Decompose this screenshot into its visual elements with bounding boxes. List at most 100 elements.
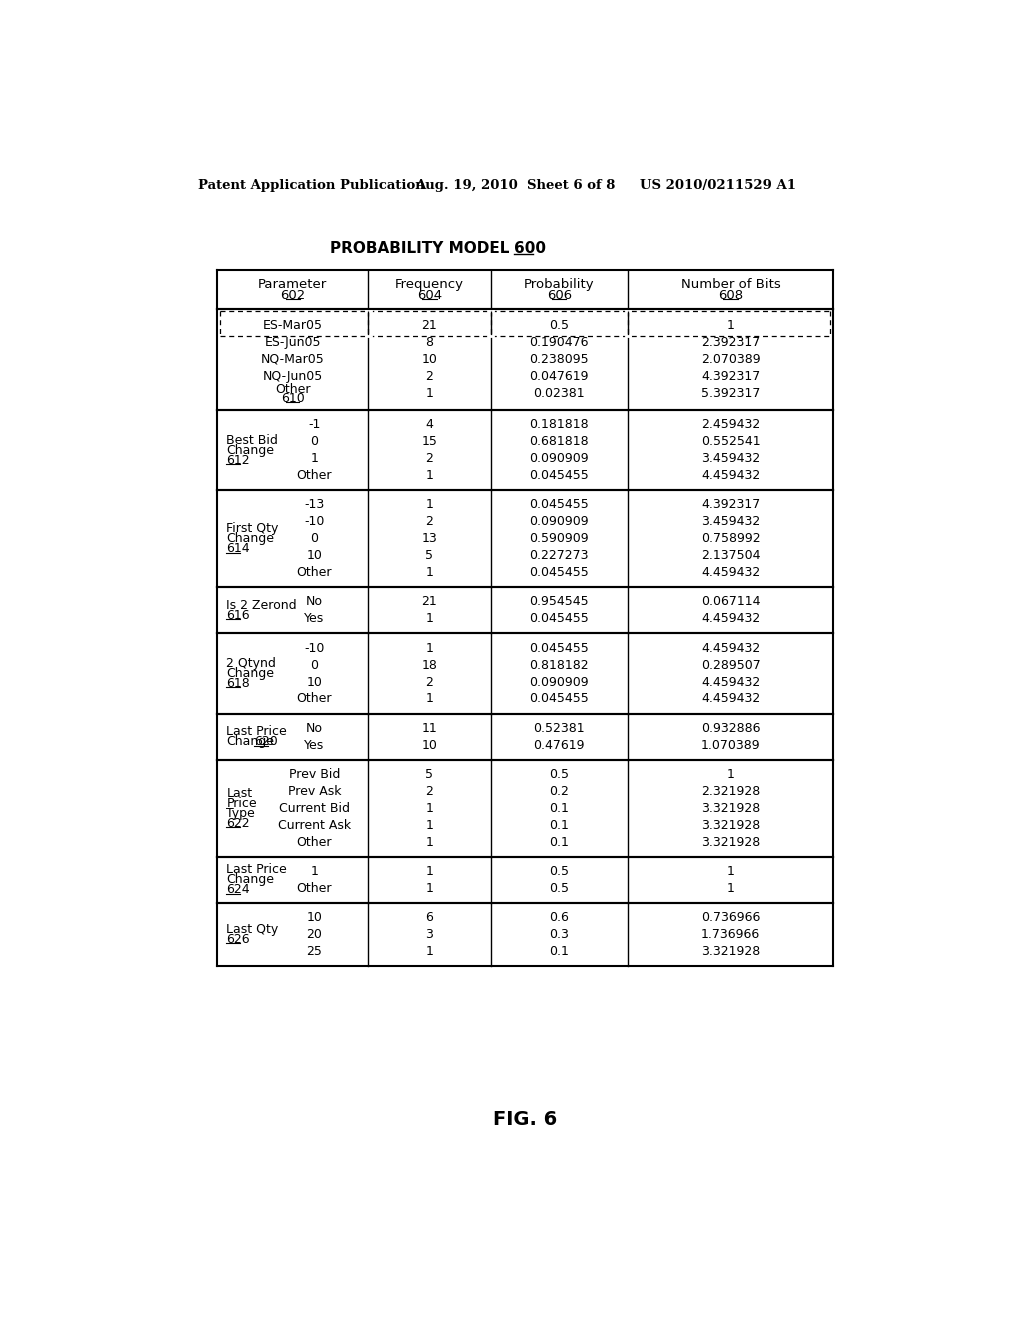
Text: Change: Change	[226, 444, 274, 457]
Text: 21: 21	[422, 595, 437, 609]
Text: Patent Application Publication: Patent Application Publication	[198, 178, 425, 191]
Text: 4.459432: 4.459432	[701, 612, 760, 626]
Text: 0.047619: 0.047619	[529, 370, 589, 383]
Text: 2 Qtynd: 2 Qtynd	[226, 657, 276, 671]
Text: Last: Last	[226, 787, 253, 800]
Text: 5: 5	[426, 768, 433, 781]
Text: 0.090909: 0.090909	[529, 515, 589, 528]
Text: 4.459432: 4.459432	[701, 469, 760, 482]
Text: 0.5: 0.5	[549, 882, 569, 895]
Text: 0.5: 0.5	[549, 865, 569, 878]
Text: 2: 2	[426, 515, 433, 528]
Text: NQ-Mar05: NQ-Mar05	[261, 352, 325, 366]
Text: 600: 600	[514, 242, 547, 256]
Text: 4.459432: 4.459432	[701, 566, 760, 579]
Text: 0.045455: 0.045455	[529, 693, 589, 705]
Text: 0.681818: 0.681818	[529, 436, 589, 449]
Text: First Qty: First Qty	[226, 523, 279, 536]
Text: 2.321928: 2.321928	[701, 785, 760, 797]
Text: Change: Change	[226, 874, 274, 887]
Text: ES-Jun05: ES-Jun05	[264, 335, 321, 348]
Text: Prev Ask: Prev Ask	[288, 785, 341, 797]
Text: 4.392317: 4.392317	[701, 370, 760, 383]
Text: 616: 616	[226, 609, 250, 622]
Text: 2.070389: 2.070389	[700, 352, 761, 366]
Text: 1: 1	[727, 865, 734, 878]
Text: 0.6: 0.6	[549, 911, 569, 924]
Text: 1: 1	[426, 642, 433, 655]
Text: 620: 620	[254, 735, 279, 748]
Text: 0.1: 0.1	[549, 836, 569, 849]
Text: 0.045455: 0.045455	[529, 499, 589, 511]
Text: 0.1: 0.1	[549, 945, 569, 958]
Text: 1: 1	[426, 469, 433, 482]
Text: Last Price: Last Price	[226, 863, 287, 876]
Text: 0.736966: 0.736966	[700, 911, 760, 924]
Text: 0.090909: 0.090909	[529, 676, 589, 689]
Text: 10: 10	[306, 911, 323, 924]
Text: 0.47619: 0.47619	[534, 739, 585, 751]
Text: 4.459432: 4.459432	[701, 642, 760, 655]
Text: 3.321928: 3.321928	[701, 945, 760, 958]
Text: 1: 1	[426, 612, 433, 626]
Text: Other: Other	[297, 836, 332, 849]
Text: 608: 608	[718, 289, 743, 302]
Text: 0.5: 0.5	[549, 319, 569, 333]
Text: 8: 8	[426, 335, 433, 348]
Text: 2.137504: 2.137504	[700, 549, 760, 562]
Text: US 2010/0211529 A1: US 2010/0211529 A1	[640, 178, 796, 191]
Text: 626: 626	[226, 933, 250, 946]
Text: Yes: Yes	[304, 612, 325, 626]
Text: 622: 622	[226, 817, 250, 830]
Text: Type: Type	[226, 807, 255, 820]
Text: 1: 1	[310, 453, 318, 465]
Text: 2: 2	[426, 453, 433, 465]
Text: 0: 0	[310, 532, 318, 545]
Text: 610: 610	[281, 392, 304, 405]
Text: No: No	[306, 595, 323, 609]
Text: 0.590909: 0.590909	[529, 532, 589, 545]
Text: -1: -1	[308, 418, 321, 432]
Text: 2.392317: 2.392317	[701, 335, 760, 348]
Text: 0.045455: 0.045455	[529, 642, 589, 655]
Text: 0.552541: 0.552541	[700, 436, 761, 449]
Text: Other: Other	[274, 383, 310, 396]
Text: 10: 10	[306, 676, 323, 689]
Text: Prev Bid: Prev Bid	[289, 768, 340, 781]
Text: 0.045455: 0.045455	[529, 612, 589, 626]
Text: Change: Change	[226, 667, 274, 680]
Text: Other: Other	[297, 469, 332, 482]
Text: 0.1: 0.1	[549, 801, 569, 814]
Text: 10: 10	[422, 352, 437, 366]
Text: 0.02381: 0.02381	[534, 387, 585, 400]
Text: 602: 602	[280, 289, 305, 302]
Text: 1.736966: 1.736966	[701, 928, 760, 941]
Text: 15: 15	[422, 436, 437, 449]
Text: 3.459432: 3.459432	[701, 453, 760, 465]
Text: Aug. 19, 2010  Sheet 6 of 8: Aug. 19, 2010 Sheet 6 of 8	[415, 178, 615, 191]
Text: Frequency: Frequency	[395, 279, 464, 292]
Text: 3.321928: 3.321928	[701, 836, 760, 849]
Text: 1.070389: 1.070389	[700, 739, 761, 751]
Text: Other: Other	[297, 882, 332, 895]
Text: 4: 4	[426, 418, 433, 432]
Text: 3.321928: 3.321928	[701, 801, 760, 814]
Text: 0.5: 0.5	[549, 768, 569, 781]
Text: 0.52381: 0.52381	[534, 722, 585, 735]
Text: 0.227273: 0.227273	[529, 549, 589, 562]
Text: Last Price: Last Price	[226, 725, 287, 738]
Text: 1: 1	[727, 882, 734, 895]
Text: 10: 10	[422, 739, 437, 751]
Text: 604: 604	[417, 289, 442, 302]
Text: 0.289507: 0.289507	[700, 659, 761, 672]
Text: Is 2 Zerond: Is 2 Zerond	[226, 599, 297, 612]
Text: -10: -10	[304, 642, 325, 655]
Text: 13: 13	[422, 532, 437, 545]
Text: 3.321928: 3.321928	[701, 818, 760, 832]
Text: 1: 1	[727, 768, 734, 781]
Text: 20: 20	[306, 928, 323, 941]
Text: 0.067114: 0.067114	[700, 595, 760, 609]
Text: 3.459432: 3.459432	[701, 515, 760, 528]
Text: 1: 1	[426, 693, 433, 705]
Text: 0.954545: 0.954545	[529, 595, 589, 609]
